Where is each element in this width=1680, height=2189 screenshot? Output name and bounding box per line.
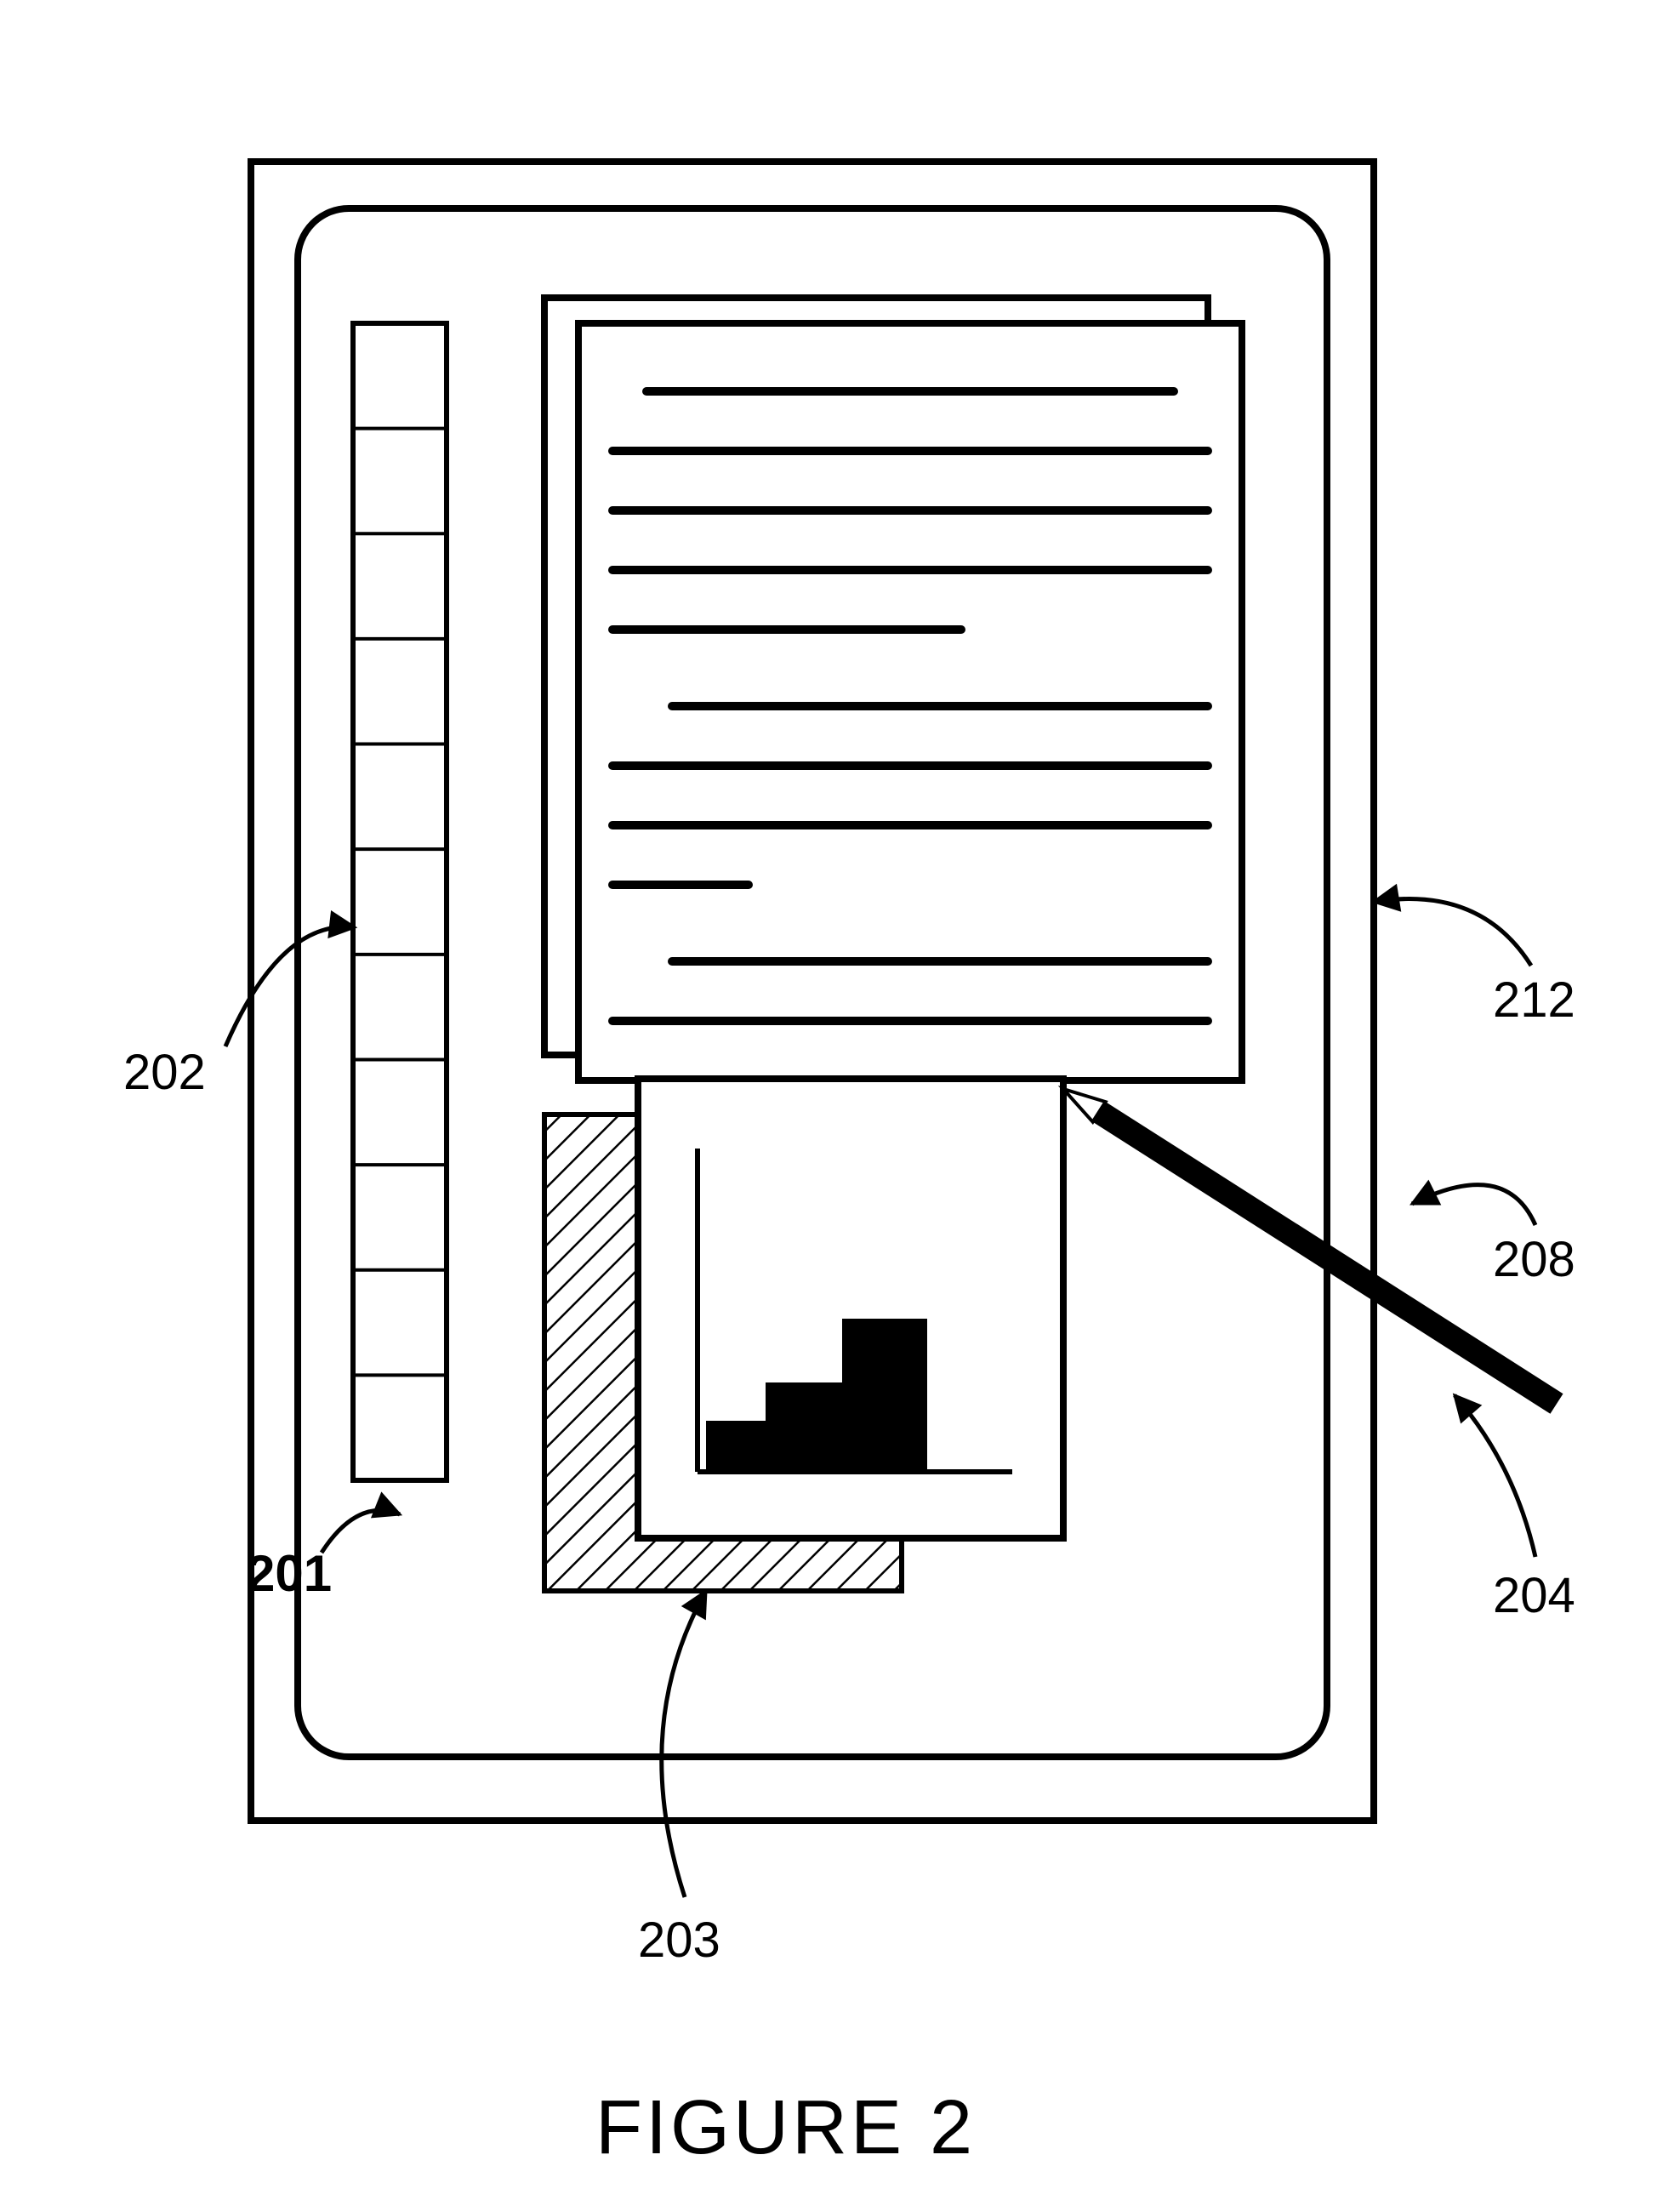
figure-svg: 201 202 203 204 208 212 [0,0,1680,2189]
figure-stage: 201 202 203 204 208 212 FIGURE 2 [0,0,1680,2189]
callout-label-212: 212 [1493,972,1575,1028]
figure-caption: FIGURE 2 [595,2084,976,2172]
leader-line-204 [1455,1395,1535,1557]
chart-bar [706,1421,766,1472]
callout-label-208: 208 [1493,1232,1575,1287]
chart-bar [766,1382,842,1472]
chart-bar [842,1319,927,1472]
leader-line-212 [1374,899,1531,966]
leader-line-208 [1412,1185,1535,1225]
toolbar[interactable] [353,323,447,1480]
callout-label-203: 203 [638,1913,720,1968]
callout-label-204: 204 [1493,1568,1575,1623]
callout-label-201: 201 [247,1545,332,1602]
callout-label-202: 202 [123,1045,206,1100]
